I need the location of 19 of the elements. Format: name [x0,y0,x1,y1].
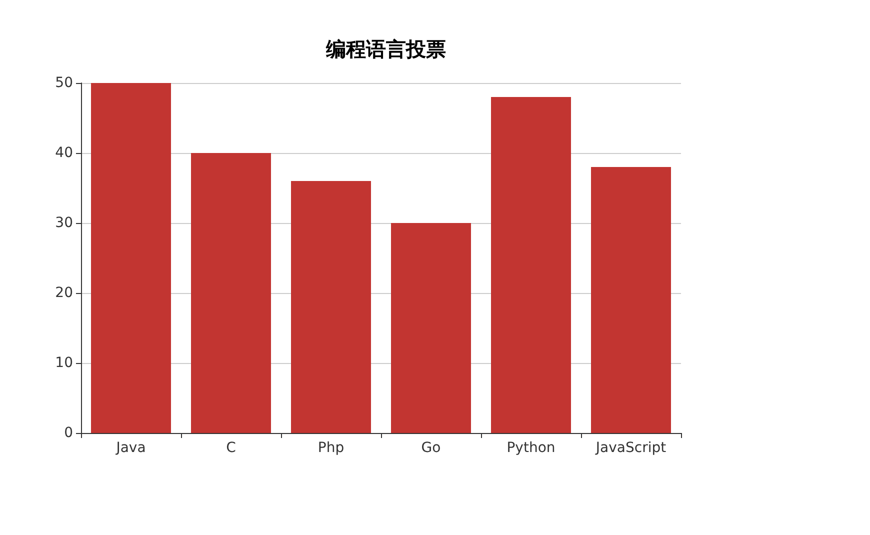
x-tick-label: Php [318,440,344,456]
x-tick-label: JavaScript [594,440,667,456]
y-tick-label: 10 [55,355,73,371]
y-tick-label: 0 [64,425,73,441]
bar [91,83,171,433]
y-tick-label: 30 [55,215,73,231]
y-tick-label: 40 [55,145,73,161]
bar [291,181,371,433]
bar [491,97,571,433]
x-tick-label: Java [115,440,146,456]
bar [391,223,471,433]
x-tick-label: Go [421,440,441,456]
x-tick-label: Python [506,440,556,456]
y-tick-label: 50 [55,75,73,91]
bar [191,153,271,433]
bar [591,167,671,433]
y-tick-label: 20 [55,285,73,301]
x-tick-label: C [226,440,236,456]
chart-title: 编程语言投票 [325,37,446,61]
